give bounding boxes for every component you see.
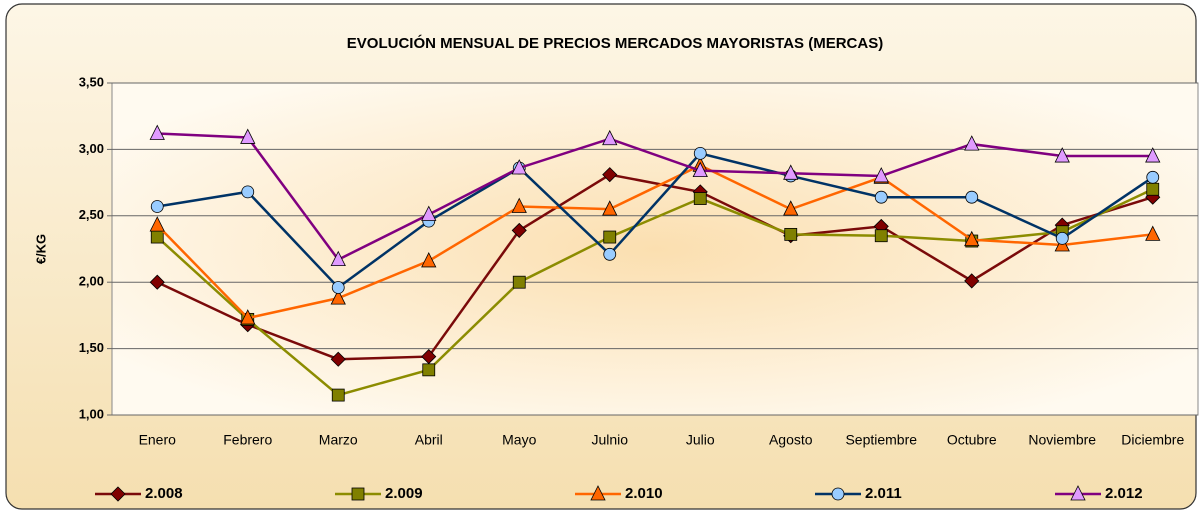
marker <box>149 124 165 140</box>
marker <box>421 205 437 221</box>
marker <box>240 309 256 325</box>
y-tick-label: 1,00 <box>79 406 104 421</box>
y-tick-label: 3,50 <box>79 74 104 89</box>
legend-label: 2.008 <box>145 485 183 502</box>
marker <box>351 487 365 501</box>
marker <box>330 289 346 305</box>
marker <box>1070 485 1086 501</box>
marker <box>602 129 618 146</box>
marker <box>511 197 527 213</box>
marker <box>964 135 980 151</box>
marker <box>602 167 618 183</box>
y-axis-title: €/KG <box>33 234 48 264</box>
x-tick-label: Febrero <box>223 432 272 448</box>
y-tick-label: 3,00 <box>79 141 104 156</box>
series-line <box>157 132 1153 262</box>
y-tick-label: 2,50 <box>79 207 104 222</box>
marker <box>602 200 618 216</box>
x-tick-label: Marzo <box>319 432 358 448</box>
marker <box>1146 182 1160 196</box>
marker <box>783 200 799 216</box>
marker <box>422 363 436 377</box>
marker <box>590 485 606 501</box>
marker <box>873 167 889 183</box>
x-tick-label: Octubre <box>947 432 997 448</box>
marker <box>874 229 888 243</box>
x-tick-label: Mayo <box>502 432 536 448</box>
marker <box>240 128 256 144</box>
marker <box>692 161 708 178</box>
marker <box>603 230 617 244</box>
marker <box>831 487 845 501</box>
marker <box>693 192 707 205</box>
marker <box>512 275 526 289</box>
x-tick-label: Julnio <box>591 432 628 448</box>
marker <box>1054 147 1070 163</box>
marker <box>1055 231 1069 245</box>
x-tick-label: Noviembre <box>1028 432 1096 448</box>
x-tick-label: Abril <box>415 432 443 448</box>
series-line <box>156 173 1154 361</box>
marker <box>965 190 979 204</box>
plot-area <box>111 82 1199 416</box>
marker <box>964 273 980 289</box>
series-line <box>157 151 1154 290</box>
marker <box>693 146 707 160</box>
marker <box>1146 170 1160 184</box>
x-tick-label: Septiembre <box>845 432 917 448</box>
marker <box>964 230 980 247</box>
x-tick-label: Enero <box>139 432 177 448</box>
marker <box>784 227 798 241</box>
marker <box>150 230 164 244</box>
x-tick-label: Diciembre <box>1121 432 1184 448</box>
legend-label: 2.009 <box>385 485 423 502</box>
y-tick-label: 2,00 <box>79 274 104 289</box>
marker <box>330 250 346 267</box>
legend-label: 2.010 <box>625 485 663 502</box>
marker <box>331 281 345 294</box>
marker <box>241 185 255 199</box>
marker <box>150 200 164 213</box>
legend-label: 2.011 <box>865 485 902 502</box>
x-tick-label: Agosto <box>769 432 813 448</box>
marker <box>331 388 345 402</box>
marker <box>511 159 527 175</box>
marker <box>330 351 346 367</box>
marker <box>149 216 165 232</box>
y-tick-label: 1,50 <box>79 340 104 355</box>
marker <box>874 190 888 204</box>
marker <box>421 252 437 268</box>
marker <box>110 486 126 502</box>
marker <box>1145 225 1161 241</box>
series-line <box>156 163 1153 320</box>
chart-title: EVOLUCIÓN MENSUAL DE PRECIOS MERCADOS MA… <box>347 34 883 52</box>
marker <box>603 247 617 261</box>
marker <box>783 164 799 180</box>
x-tick-label: Julio <box>686 432 715 448</box>
legend-label: 2.012 <box>1105 485 1143 502</box>
marker <box>149 274 165 290</box>
marker <box>1145 147 1161 163</box>
marker <box>511 222 527 238</box>
